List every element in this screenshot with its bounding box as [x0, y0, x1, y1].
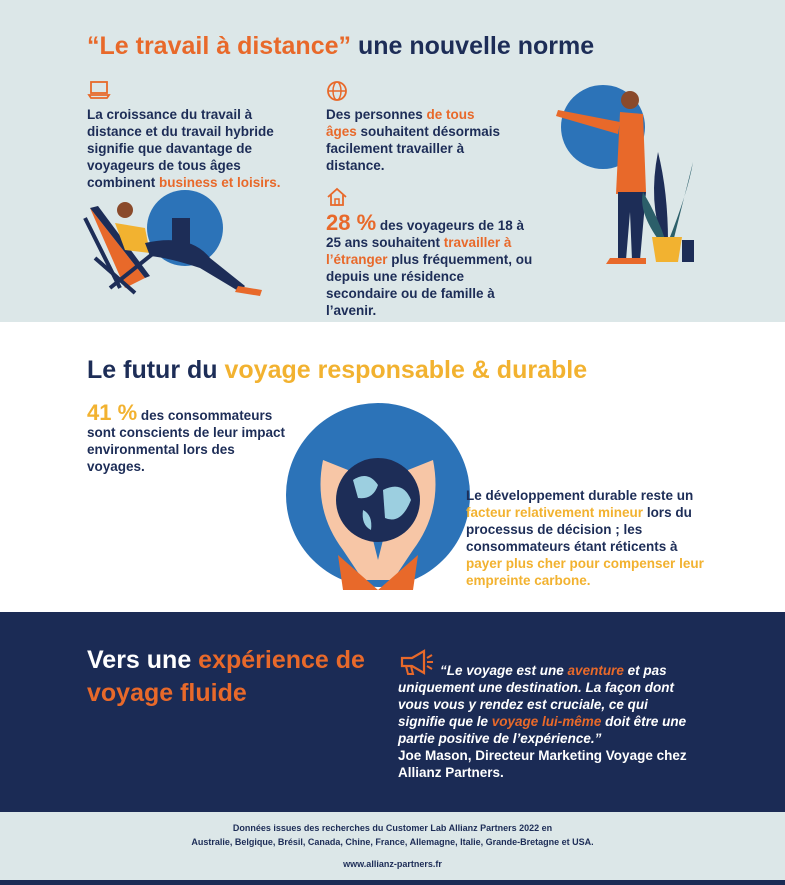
standing-man-illustration	[556, 85, 694, 264]
all-ages-text: Des personnes de tous âges souhaitent dé…	[326, 107, 501, 173]
footer: Données issues des recherches du Custome…	[0, 812, 785, 885]
laptop-icon	[87, 81, 111, 99]
seamless-experience-section: Vers une expérience de voyage fluide “Le…	[0, 612, 785, 812]
globe-icon	[327, 81, 347, 101]
stat-28-text: 28 % des voyageurs de 18 à 25 ans souhai…	[326, 210, 533, 319]
source-line-1: Données issues des recherches du Custome…	[232, 823, 553, 833]
quote-block: “Le voyage est une aventure et pas uniqu…	[398, 662, 698, 781]
source-line-2: Australie, Belgique, Brésil, Canada, Chi…	[191, 837, 594, 847]
sustainability-text: Le développement durable reste un facteu…	[466, 488, 704, 588]
quote-text: “Le voyage est une aventure et pas uniqu…	[398, 663, 687, 746]
stat-41-text: 41 % des consommateurs sont conscients d…	[87, 400, 286, 475]
megaphone-icon	[400, 649, 433, 675]
sustainable-travel-section: Le futur du voyage responsable & durable…	[0, 322, 785, 612]
footer-url[interactable]: www.allianz-partners.fr	[343, 859, 442, 869]
section-title-seamless: Vers une expérience de voyage fluide	[87, 646, 365, 707]
section-title-remote-work: “Le travail à distance” une nouvelle nor…	[87, 32, 595, 60]
bottom-bar	[0, 880, 785, 885]
hands-globe-illustration	[286, 403, 470, 590]
quote-attribution: Joe Mason, Directeur Marketing Voyage ch…	[398, 748, 687, 780]
section-title-sustainable: Le futur du voyage responsable & durable	[87, 356, 588, 384]
deckchair-illustration	[83, 190, 262, 296]
house-icon	[327, 187, 347, 206]
remote-work-text: La croissance du travail à distance et d…	[87, 107, 281, 190]
remote-work-section: “Le travail à distance” une nouvelle nor…	[0, 0, 785, 322]
